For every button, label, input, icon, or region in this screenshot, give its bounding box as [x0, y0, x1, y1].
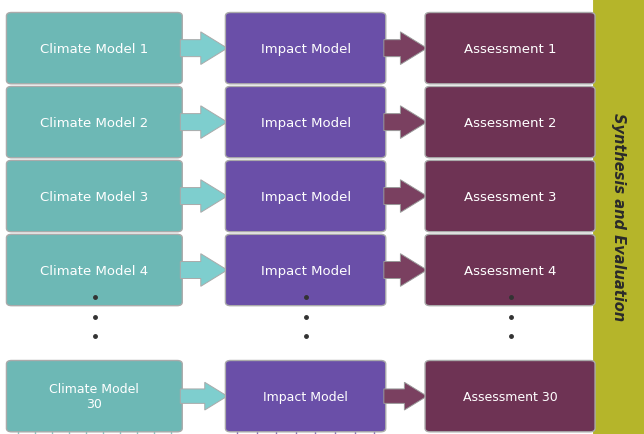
FancyBboxPatch shape: [425, 235, 595, 306]
FancyBboxPatch shape: [225, 161, 386, 232]
FancyBboxPatch shape: [225, 361, 386, 432]
Text: Climate Model 4: Climate Model 4: [41, 264, 148, 277]
Text: Synthesis and Evaluation: Synthesis and Evaluation: [611, 113, 627, 321]
Text: Assessment 2: Assessment 2: [464, 116, 556, 129]
Polygon shape: [180, 181, 227, 213]
Polygon shape: [384, 382, 427, 410]
FancyBboxPatch shape: [6, 87, 182, 158]
Polygon shape: [384, 254, 427, 286]
FancyBboxPatch shape: [425, 13, 595, 85]
FancyBboxPatch shape: [225, 235, 386, 306]
Text: Assessment 3: Assessment 3: [464, 190, 556, 203]
Text: Impact Model: Impact Model: [261, 190, 350, 203]
Polygon shape: [180, 382, 227, 410]
Polygon shape: [384, 33, 427, 65]
Polygon shape: [180, 33, 227, 65]
Polygon shape: [384, 181, 427, 213]
FancyBboxPatch shape: [6, 13, 182, 85]
FancyBboxPatch shape: [6, 361, 182, 432]
Text: Impact Model: Impact Model: [261, 43, 350, 56]
Text: Impact Model: Impact Model: [261, 264, 350, 277]
Polygon shape: [180, 254, 227, 286]
Text: Climate Model 3: Climate Model 3: [40, 190, 149, 203]
Text: Climate Model 2: Climate Model 2: [40, 116, 149, 129]
Text: Climate Model
30: Climate Model 30: [50, 382, 139, 410]
FancyBboxPatch shape: [225, 13, 386, 85]
Text: Impact Model: Impact Model: [261, 116, 350, 129]
FancyBboxPatch shape: [425, 361, 595, 432]
FancyBboxPatch shape: [425, 161, 595, 232]
FancyBboxPatch shape: [425, 87, 595, 158]
FancyBboxPatch shape: [6, 161, 182, 232]
FancyBboxPatch shape: [6, 235, 182, 306]
Text: Impact Model: Impact Model: [263, 390, 348, 403]
Polygon shape: [180, 107, 227, 139]
FancyBboxPatch shape: [594, 0, 644, 434]
Polygon shape: [384, 107, 427, 139]
FancyBboxPatch shape: [225, 87, 386, 158]
Text: Assessment 30: Assessment 30: [462, 390, 558, 403]
Text: Assessment 4: Assessment 4: [464, 264, 556, 277]
Text: Assessment 1: Assessment 1: [464, 43, 556, 56]
Text: Climate Model 1: Climate Model 1: [40, 43, 149, 56]
